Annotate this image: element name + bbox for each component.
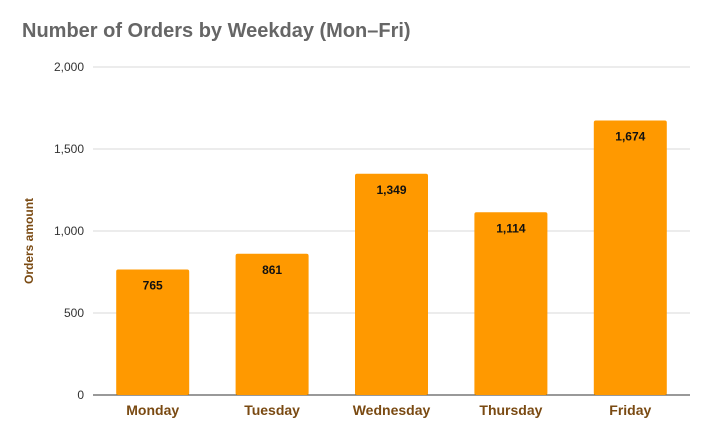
- category-label: Wednesday: [353, 402, 431, 418]
- data-label: 1,114: [496, 221, 526, 235]
- category-label: Tuesday: [244, 402, 300, 418]
- y-tick-label: 500: [64, 306, 84, 320]
- bars: [116, 120, 667, 396]
- y-tick-label: 0: [77, 388, 84, 402]
- y-tick-label: 2,000: [54, 60, 84, 74]
- data-label: 861: [262, 263, 282, 277]
- chart-title: Number of Orders by Weekday (Mon–Fri): [22, 20, 411, 42]
- data-label: 1,674: [615, 129, 645, 143]
- data-labels: 765 861 1,349 1,114 1,674: [143, 129, 646, 292]
- y-axis-ticks: 0 500 1,000 1,500 2,000: [54, 60, 84, 402]
- bar-friday: [593, 120, 667, 396]
- category-label: Monday: [126, 402, 179, 418]
- y-tick-label: 1,000: [54, 224, 84, 238]
- data-label: 1,349: [376, 183, 406, 197]
- bar-tuesday: [235, 253, 309, 395]
- bar-monday: [116, 269, 190, 395]
- x-axis-categories: Monday Tuesday Wednesday Thursday Friday: [126, 402, 651, 418]
- data-label: 765: [143, 279, 163, 293]
- bar-thursday: [474, 212, 548, 395]
- category-label: Friday: [609, 402, 651, 418]
- category-label: Thursday: [479, 402, 542, 418]
- y-tick-label: 1,500: [54, 142, 84, 156]
- bar-wednesday: [355, 173, 428, 395]
- y-axis-label: Orders amount: [22, 198, 36, 284]
